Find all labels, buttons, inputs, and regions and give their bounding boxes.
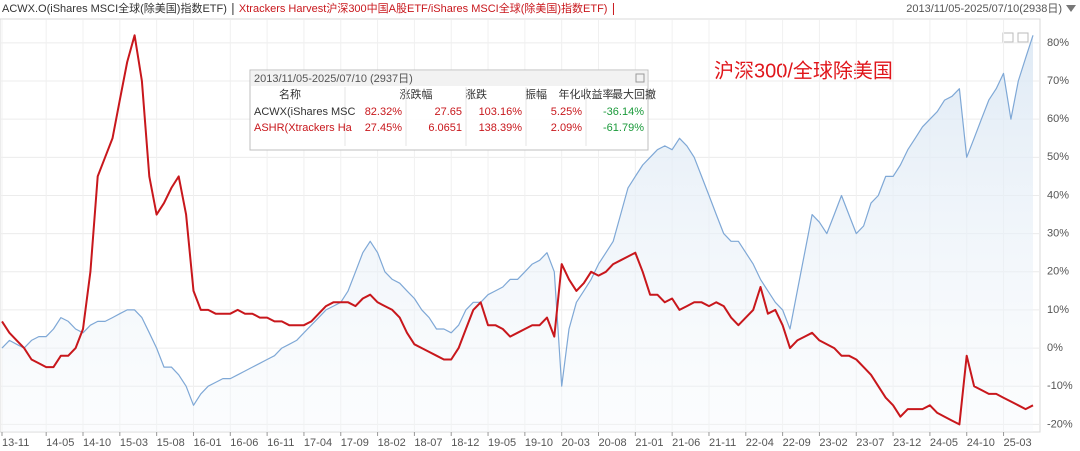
x-tick-label: 22-04	[746, 437, 774, 449]
x-tick-label: 17-04	[304, 437, 332, 449]
table-header: 2013/11/05-2025/07/10 (2937日)	[254, 73, 413, 85]
x-tick-label: 16-01	[193, 437, 221, 449]
y-tick-label: 60%	[1047, 113, 1069, 125]
y-tick-label: 40%	[1047, 189, 1069, 201]
x-tick-label: 13-11	[2, 437, 29, 449]
column-header: 涨跌幅	[400, 87, 433, 101]
column-header: 名称	[279, 87, 301, 101]
table-cell: 82.32%	[365, 106, 403, 118]
x-tick-label: 19-10	[525, 437, 553, 449]
column-header: 涨跌	[465, 87, 487, 101]
table-cell: -61.79%	[603, 122, 644, 134]
y-tick-label: 80%	[1047, 37, 1069, 49]
annotation: 沪深300/全球除美国	[714, 59, 893, 82]
x-tick-label: 16-11	[267, 437, 294, 449]
x-tick-label: 21-11	[709, 437, 736, 449]
table-cell: 103.16%	[479, 106, 523, 118]
table-cell: 6.0651	[428, 122, 462, 134]
x-tick-label: 18-12	[451, 437, 479, 449]
row-name: ACWX(iShares MSC	[254, 106, 356, 118]
x-tick-label: 16-06	[230, 437, 258, 449]
table-cell: -36.14%	[603, 106, 644, 118]
plot	[1, 34, 1034, 432]
x-tick-label: 23-12	[893, 437, 921, 449]
x-tick-label: 25-03	[1004, 437, 1032, 449]
table-cell: 27.65	[434, 106, 462, 118]
y-tick-label: 20%	[1047, 266, 1069, 278]
window-icon[interactable]	[1017, 32, 1029, 43]
x-tick-label: 23-07	[856, 437, 884, 449]
window-icon[interactable]	[1002, 32, 1014, 43]
y-tick-label: 70%	[1047, 75, 1069, 87]
table-cell: 5.25%	[551, 106, 582, 118]
y-tick-label: 10%	[1047, 304, 1069, 316]
y-tick-label: 30%	[1047, 228, 1069, 240]
column-header: 最大回撤	[612, 87, 656, 101]
line	[1, 34, 1034, 426]
column-header: 振幅	[525, 87, 547, 101]
legend-entry: ACWX.O(iShares MSCI全球(除美国)指数ETF)	[2, 1, 227, 15]
dropdown-icon[interactable]	[1066, 5, 1076, 12]
x-tick-label: 14-10	[83, 437, 111, 449]
x-tick-label: 20-08	[599, 437, 627, 449]
x-tick-label: 21-06	[672, 437, 700, 449]
y-tick-label: 0%	[1047, 342, 1063, 354]
x-tick-label: 24-05	[930, 437, 958, 449]
x-tick-label: 23-02	[819, 437, 847, 449]
table-cell: 138.39%	[479, 122, 523, 134]
table-cell: 27.45%	[365, 122, 403, 134]
x-tick-label: 22-09	[783, 437, 811, 449]
range-label: 2013/11/05-2025/07/10(2938日)	[906, 3, 1062, 15]
legend-entry: Xtrackers Harvest沪深300中国A股ETF/iShares MS…	[239, 1, 608, 15]
x-tick-label: 18-07	[414, 437, 442, 449]
x-tick-label: 21-01	[635, 437, 663, 449]
line	[1, 35, 1034, 406]
x-tick-label: 24-10	[967, 437, 995, 449]
x-tick-label: 14-05	[46, 437, 74, 449]
y-tick-label: -20%	[1047, 418, 1073, 430]
table-header-bg	[251, 71, 647, 86]
x-tick-label: 17-09	[341, 437, 369, 449]
y-tick-label: -10%	[1047, 380, 1073, 392]
y-tick-label: 50%	[1047, 151, 1069, 163]
x-tick-label: 20-03	[562, 437, 590, 449]
x-tick-label: 18-02	[378, 437, 406, 449]
x-tick-label: 15-08	[157, 437, 185, 449]
x-tick-label: 15-03	[120, 437, 148, 449]
close-icon	[635, 73, 645, 83]
row-name: ASHR(Xtrackers Ha	[254, 122, 353, 134]
area	[2, 35, 1033, 432]
x-tick-label: 19-05	[488, 437, 516, 449]
summary-table: 2013/11/05-2025/07/10 (2937日)名称 涨跌幅 涨跌 振幅 年化…	[249, 69, 656, 151]
table-cell: 2.09%	[551, 122, 582, 134]
